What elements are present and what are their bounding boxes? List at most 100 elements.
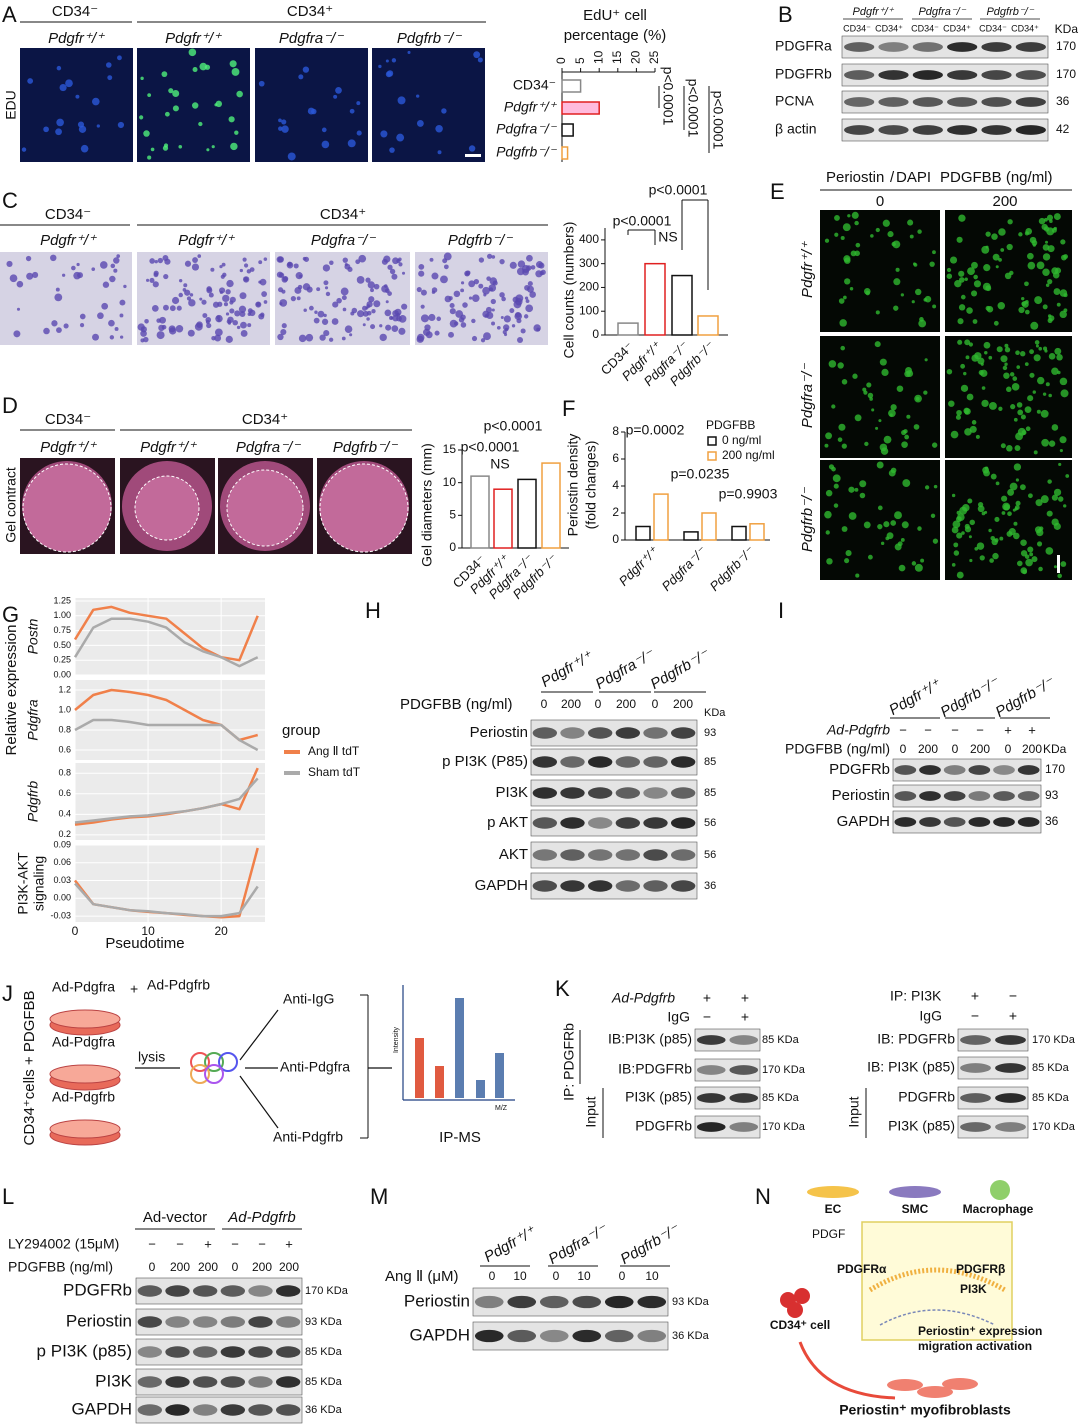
blot-band bbox=[947, 97, 978, 107]
legend-swatch bbox=[707, 436, 717, 446]
cell bbox=[465, 270, 471, 276]
cell bbox=[524, 296, 529, 300]
y-axis-title: Cell counts (numbers) bbox=[561, 222, 577, 359]
cell bbox=[956, 409, 962, 416]
cell bbox=[863, 521, 871, 529]
label: EC bbox=[825, 1202, 842, 1216]
cell bbox=[901, 441, 908, 448]
label: 0 bbox=[553, 1269, 560, 1283]
cell bbox=[895, 267, 900, 272]
myofibroblast bbox=[942, 1378, 978, 1390]
panel-label: J bbox=[2, 981, 13, 1006]
kda-label: 42 bbox=[1056, 122, 1070, 136]
cell bbox=[192, 257, 198, 263]
row-label: IB: PDGFRb bbox=[877, 1031, 955, 1047]
cell bbox=[490, 298, 496, 305]
blot-band bbox=[532, 849, 558, 861]
cell bbox=[436, 316, 442, 322]
cell bbox=[240, 330, 248, 337]
p-value: p<0.0001 bbox=[660, 67, 676, 126]
blot-band bbox=[192, 1346, 218, 1358]
cell bbox=[975, 434, 980, 439]
blot-band bbox=[192, 1376, 218, 1388]
cell bbox=[277, 333, 284, 341]
cell bbox=[1004, 362, 1008, 366]
schematic-bar bbox=[415, 1038, 424, 1098]
cell bbox=[890, 467, 897, 474]
cell bbox=[1024, 281, 1029, 287]
cell bbox=[1013, 521, 1018, 526]
cell bbox=[966, 393, 974, 401]
cell bbox=[1027, 395, 1034, 402]
cell bbox=[184, 289, 191, 296]
y-tick-label: 0.6 bbox=[58, 788, 71, 798]
panel-label: F bbox=[562, 396, 575, 421]
cell bbox=[55, 128, 62, 136]
kda-label: 56 bbox=[704, 817, 716, 829]
category-label: Pdgfra⁻/⁻ bbox=[496, 121, 558, 137]
cell bbox=[859, 480, 867, 488]
cell bbox=[71, 265, 76, 271]
cell bbox=[331, 318, 339, 325]
label: + bbox=[130, 981, 138, 997]
cell bbox=[889, 413, 893, 417]
blot-band bbox=[474, 1295, 504, 1309]
cell bbox=[154, 259, 158, 264]
label: PDGFBB (ng/ml) bbox=[940, 169, 1053, 186]
cell bbox=[1014, 505, 1020, 510]
cell bbox=[420, 289, 427, 296]
cell bbox=[1059, 448, 1063, 453]
cell bbox=[169, 305, 176, 312]
cell bbox=[211, 145, 215, 149]
cell bbox=[1038, 566, 1043, 572]
cell bbox=[263, 257, 268, 261]
cell bbox=[1044, 217, 1048, 222]
cell bbox=[994, 516, 1000, 522]
label: lysis bbox=[138, 1049, 165, 1065]
cell bbox=[866, 382, 872, 388]
blot-band bbox=[1015, 125, 1046, 135]
cell bbox=[993, 320, 999, 326]
bar bbox=[561, 123, 574, 137]
cell bbox=[243, 263, 249, 268]
cell bbox=[1038, 217, 1046, 225]
cell bbox=[226, 279, 234, 288]
row-label: IB:PDGFRb bbox=[618, 1061, 692, 1077]
y-tick-label: 15 bbox=[443, 442, 457, 456]
series-line bbox=[74, 718, 259, 752]
cell bbox=[61, 273, 66, 277]
cell bbox=[294, 286, 302, 294]
cell bbox=[1044, 349, 1048, 353]
blot-band bbox=[670, 756, 696, 768]
cell bbox=[362, 305, 368, 311]
cell bbox=[239, 292, 247, 300]
cell bbox=[1059, 310, 1067, 319]
cell bbox=[102, 281, 110, 288]
cell bbox=[163, 273, 169, 280]
cell bbox=[219, 265, 223, 269]
cell bbox=[1011, 383, 1020, 391]
plot-background bbox=[75, 763, 265, 840]
label: PDGFBB (ng/ml) bbox=[8, 1259, 113, 1275]
label: CD34⁺cells + PDGFBB bbox=[21, 990, 38, 1145]
kda-label: 170 bbox=[1056, 67, 1076, 81]
cell bbox=[278, 272, 285, 278]
cell bbox=[887, 231, 894, 238]
row-label: GAPDH bbox=[837, 813, 890, 830]
cell bbox=[239, 268, 244, 273]
cell bbox=[960, 384, 969, 392]
blot-band bbox=[587, 817, 613, 829]
cell bbox=[503, 324, 510, 331]
kda-label: 85 KDa bbox=[305, 1346, 343, 1358]
blot-band bbox=[532, 756, 558, 768]
cell bbox=[850, 250, 857, 257]
x-tick-label: 10 bbox=[591, 50, 605, 64]
schematic-bar bbox=[455, 998, 464, 1098]
label: PDGF bbox=[812, 1227, 845, 1241]
cell bbox=[468, 296, 473, 300]
cell bbox=[242, 257, 247, 262]
cell bbox=[206, 287, 213, 294]
cell bbox=[146, 278, 150, 282]
cell bbox=[1032, 390, 1036, 394]
cell bbox=[989, 558, 994, 563]
